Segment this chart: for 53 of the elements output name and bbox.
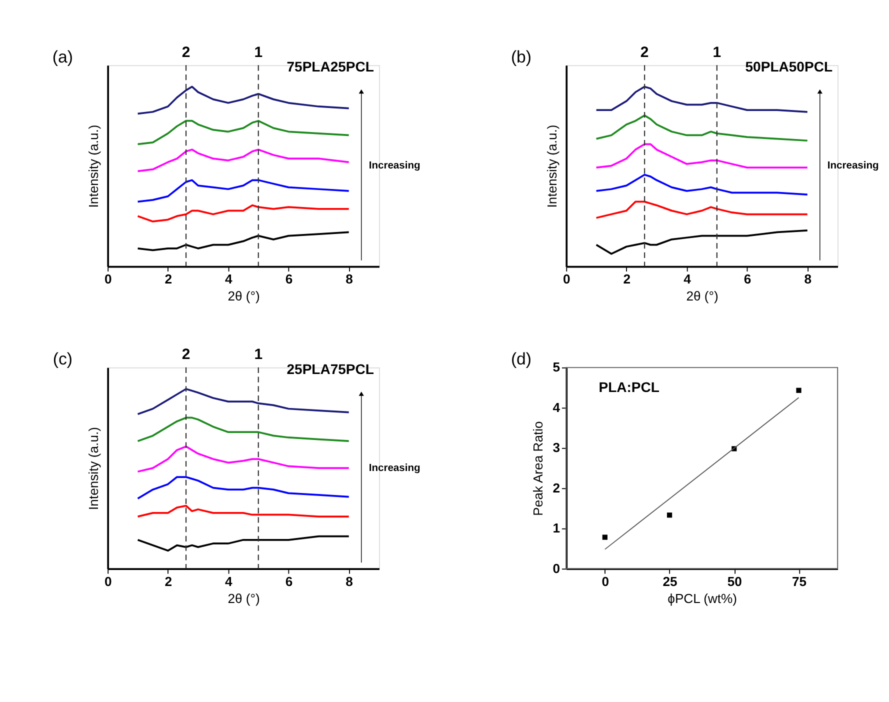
x-tick-label: 4: [684, 272, 692, 287]
y-tick-label: 5: [552, 360, 560, 375]
point: [602, 534, 608, 540]
x-tick-label: 0: [104, 272, 112, 287]
x-tick-label: 4: [225, 272, 234, 287]
x-tick-label: 50: [727, 574, 742, 589]
x-tick-label: 0: [104, 574, 112, 589]
annotation: Increasing: [827, 160, 879, 172]
y-axis-title: Intensity (a.u.): [544, 124, 560, 208]
text: (d): [510, 350, 532, 369]
text: (c): [52, 350, 73, 369]
point: [666, 512, 672, 518]
x-tick-label: 8: [804, 272, 812, 287]
y-axis-title: Intensity (a.u.): [86, 124, 101, 208]
text: (b): [510, 47, 532, 66]
text: 2: [640, 44, 649, 61]
x-tick-label: 2: [164, 272, 172, 287]
text: 1: [254, 346, 263, 364]
y-tick-label: 4: [552, 400, 561, 415]
point: [796, 388, 802, 393]
y-axis-title: Intensity (a.u.): [86, 427, 101, 510]
text: (a): [52, 47, 73, 66]
y-tick-label: 2: [552, 480, 560, 496]
x-tick-label: 4: [225, 574, 234, 589]
x-axis-title: 2θ (°): [228, 590, 260, 606]
text: PLA:PCL: [598, 379, 660, 396]
x-tick-label: 8: [346, 272, 353, 287]
x-tick-label: 0: [562, 272, 570, 287]
x-axis-title: 2θ (°): [228, 288, 260, 304]
text: 1: [712, 44, 722, 61]
annotation: Increasing: [368, 462, 420, 474]
x-tick-label: 25: [662, 574, 678, 589]
x-tick-label: 0: [602, 574, 610, 589]
annotation: Increasing: [368, 160, 420, 172]
y-axis-title: Peak Area Ratio: [530, 421, 546, 516]
y-tick-label: 1: [552, 520, 560, 536]
x-tick-label: 2: [164, 574, 172, 589]
text: 2: [182, 346, 190, 364]
x-tick-label: 2: [623, 272, 631, 287]
x-tick-label: 75: [792, 574, 807, 589]
x-axis-title: ϕPCL (wt%): [668, 590, 738, 606]
chart-title: 25PLA75PCL: [286, 360, 374, 377]
x-tick-label: 8: [346, 574, 353, 589]
chart-title: 75PLA25PCL: [286, 58, 374, 75]
x-tick-label: 6: [285, 272, 293, 287]
x-tick-label: 6: [744, 272, 752, 287]
y-tick-label: 3: [552, 440, 560, 456]
text: 2: [182, 44, 190, 61]
chart-title: 50PLA50PCL: [745, 58, 833, 75]
y-tick-label: 0: [552, 560, 560, 576]
text: 1: [254, 44, 263, 61]
x-axis-title: 2θ (°): [686, 288, 718, 304]
x-tick-label: 6: [285, 574, 293, 589]
